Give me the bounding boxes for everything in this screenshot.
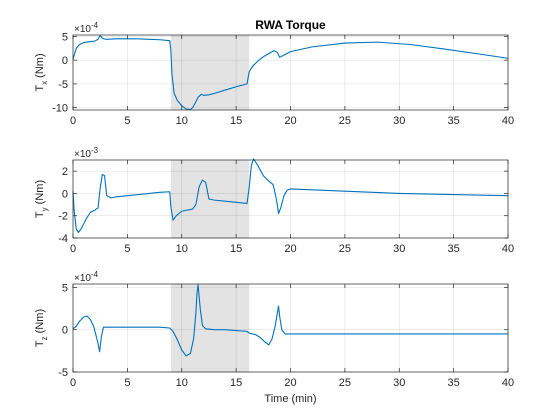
y-axis-label: Tx (Nm) (34, 53, 49, 91)
x-tick-label: 5 (124, 377, 130, 389)
axis-multiplier-exponent: -4 (91, 21, 99, 30)
x-tick-label: 0 (70, 377, 76, 389)
chart-title: RWA Torque (255, 18, 326, 32)
y-tick-label: 5 (62, 31, 68, 43)
x-tick-label: 30 (393, 377, 405, 389)
x-axis-label: Time (min) (264, 393, 316, 405)
axis-multiplier-exponent: -4 (91, 270, 99, 279)
x-tick-label: 15 (230, 377, 242, 389)
x-tick-label: 35 (448, 115, 460, 127)
series-line-1 (72, 284, 508, 357)
y-axis-label: Ty (Nm) (34, 180, 49, 218)
x-tick-label: 20 (284, 115, 296, 127)
y-axis-label-symbol: T (34, 340, 46, 347)
grid (72, 35, 509, 110)
y-tick-label: -10 (52, 103, 68, 115)
x-tick-label: 5 (124, 115, 130, 127)
x-tick-label: 0 (70, 115, 76, 127)
y-tick-label: -2 (58, 211, 68, 223)
shaded-interval (170, 284, 250, 372)
y-axis-label-subscript: x (40, 81, 49, 85)
y-tick-label: 2 (62, 166, 68, 178)
x-tick-label: 10 (176, 377, 188, 389)
y-axis-label-unit: (Nm) (34, 180, 46, 208)
x-tick-label: 10 (176, 115, 188, 127)
x-tick-label: 15 (230, 115, 242, 127)
x-tick-label: 40 (502, 243, 514, 255)
y-tick-label: 0 (62, 188, 68, 200)
x-tick-label: 10 (176, 243, 188, 255)
y-tick-label: 0 (62, 325, 68, 337)
y-tick-label: -5 (58, 79, 68, 91)
x-tick-label: 5 (124, 243, 130, 255)
x-tick-label: 40 (502, 377, 514, 389)
y-tick-label: 0 (62, 55, 68, 67)
x-tick-label: 25 (339, 115, 351, 127)
y-tick-label: -4 (58, 233, 68, 245)
y-axis-label-unit: (Nm) (34, 53, 46, 81)
y-axis-label-unit: (Nm) (34, 309, 46, 337)
y-axis-label-symbol: T (34, 85, 46, 92)
y-tick-label: -5 (58, 367, 68, 379)
x-tick-label: 35 (448, 377, 460, 389)
series-line-1 (72, 34, 509, 111)
axis-multiplier-exponent: -3 (91, 146, 99, 155)
x-tick-label: 15 (230, 243, 242, 255)
series-line-1 (72, 158, 509, 233)
y-tick-label: 5 (62, 282, 68, 294)
x-tick-label: 30 (393, 115, 405, 127)
y-axis-label: Tz (Nm) (34, 309, 49, 347)
x-tick-label: 25 (339, 243, 351, 255)
x-tick-label: 0 (70, 243, 76, 255)
x-tick-label: 25 (339, 377, 351, 389)
panel-1: 0 5 10 15 20 25 30 35 40-10-505×10-4Tx (Nm)RWA T… (34, 18, 514, 127)
x-tick-label: 20 (284, 243, 296, 255)
y-axis-label-subscript: z (40, 336, 49, 340)
x-tick-label: 35 (448, 243, 460, 255)
y-axis-label-subscript: y (40, 207, 49, 211)
x-tick-label: 40 (502, 115, 514, 127)
panel-3: 0 5 10 15 20 25 30 35 40-505×10-4Tz (Nm)Time (mi… (34, 270, 514, 405)
panel-2: 0 5 10 15 20 25 30 35 40-4-202×10-3Ty (Nm) (34, 146, 514, 255)
x-tick-label: 20 (284, 377, 296, 389)
x-tick-label: 30 (393, 243, 405, 255)
y-axis-label-symbol: T (34, 211, 46, 218)
shaded-interval (170, 35, 250, 110)
